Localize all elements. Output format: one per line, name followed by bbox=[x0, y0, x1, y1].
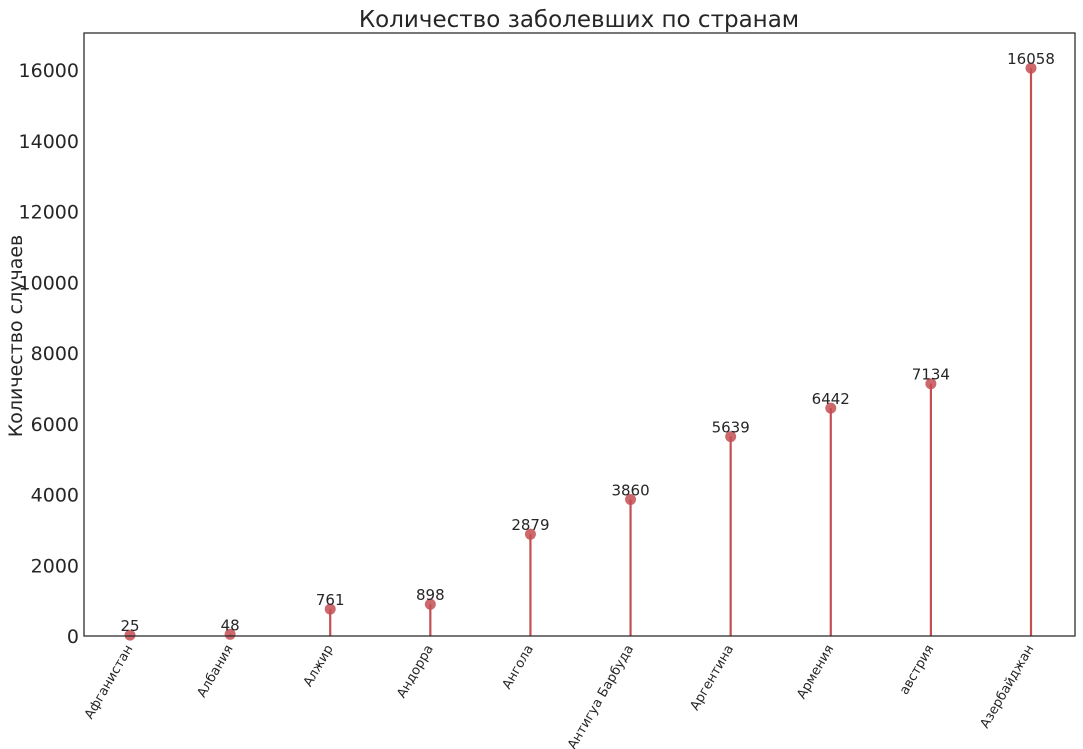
y-tick-label: 12000 bbox=[19, 202, 79, 224]
data-label: 898 bbox=[416, 586, 445, 604]
data-label: 2879 bbox=[511, 516, 549, 534]
data-point bbox=[925, 378, 937, 390]
y-tick-label: 10000 bbox=[19, 272, 79, 294]
y-tick-label: 2000 bbox=[31, 555, 79, 577]
data-label: 3860 bbox=[611, 481, 649, 499]
y-axis-label: Количество случаев bbox=[5, 235, 27, 438]
y-tick-label: 14000 bbox=[19, 131, 79, 153]
data-point bbox=[524, 528, 536, 540]
data-label: 48 bbox=[221, 616, 240, 634]
chart-title: Количество заболевших по странам bbox=[359, 7, 799, 33]
data-point bbox=[424, 598, 436, 610]
data-point bbox=[725, 431, 737, 443]
data-label: 5639 bbox=[712, 419, 750, 437]
data-point bbox=[825, 402, 837, 414]
y-tick-label: 6000 bbox=[31, 414, 79, 436]
data-point bbox=[124, 629, 136, 641]
y-tick-label: 4000 bbox=[31, 485, 79, 507]
y-tick-label: 16000 bbox=[19, 60, 79, 82]
data-label: 7134 bbox=[912, 366, 950, 384]
data-label: 16058 bbox=[1007, 50, 1055, 68]
axes-frame bbox=[83, 32, 1076, 637]
data-label: 25 bbox=[120, 617, 139, 635]
data-point bbox=[1025, 62, 1037, 74]
data-point bbox=[224, 628, 236, 640]
data-point bbox=[625, 493, 637, 505]
data-point bbox=[324, 603, 336, 615]
y-tick-label: 0 bbox=[67, 626, 79, 648]
y-tick-label: 8000 bbox=[31, 343, 79, 365]
data-label: 6442 bbox=[812, 390, 850, 408]
data-label: 761 bbox=[316, 591, 345, 609]
